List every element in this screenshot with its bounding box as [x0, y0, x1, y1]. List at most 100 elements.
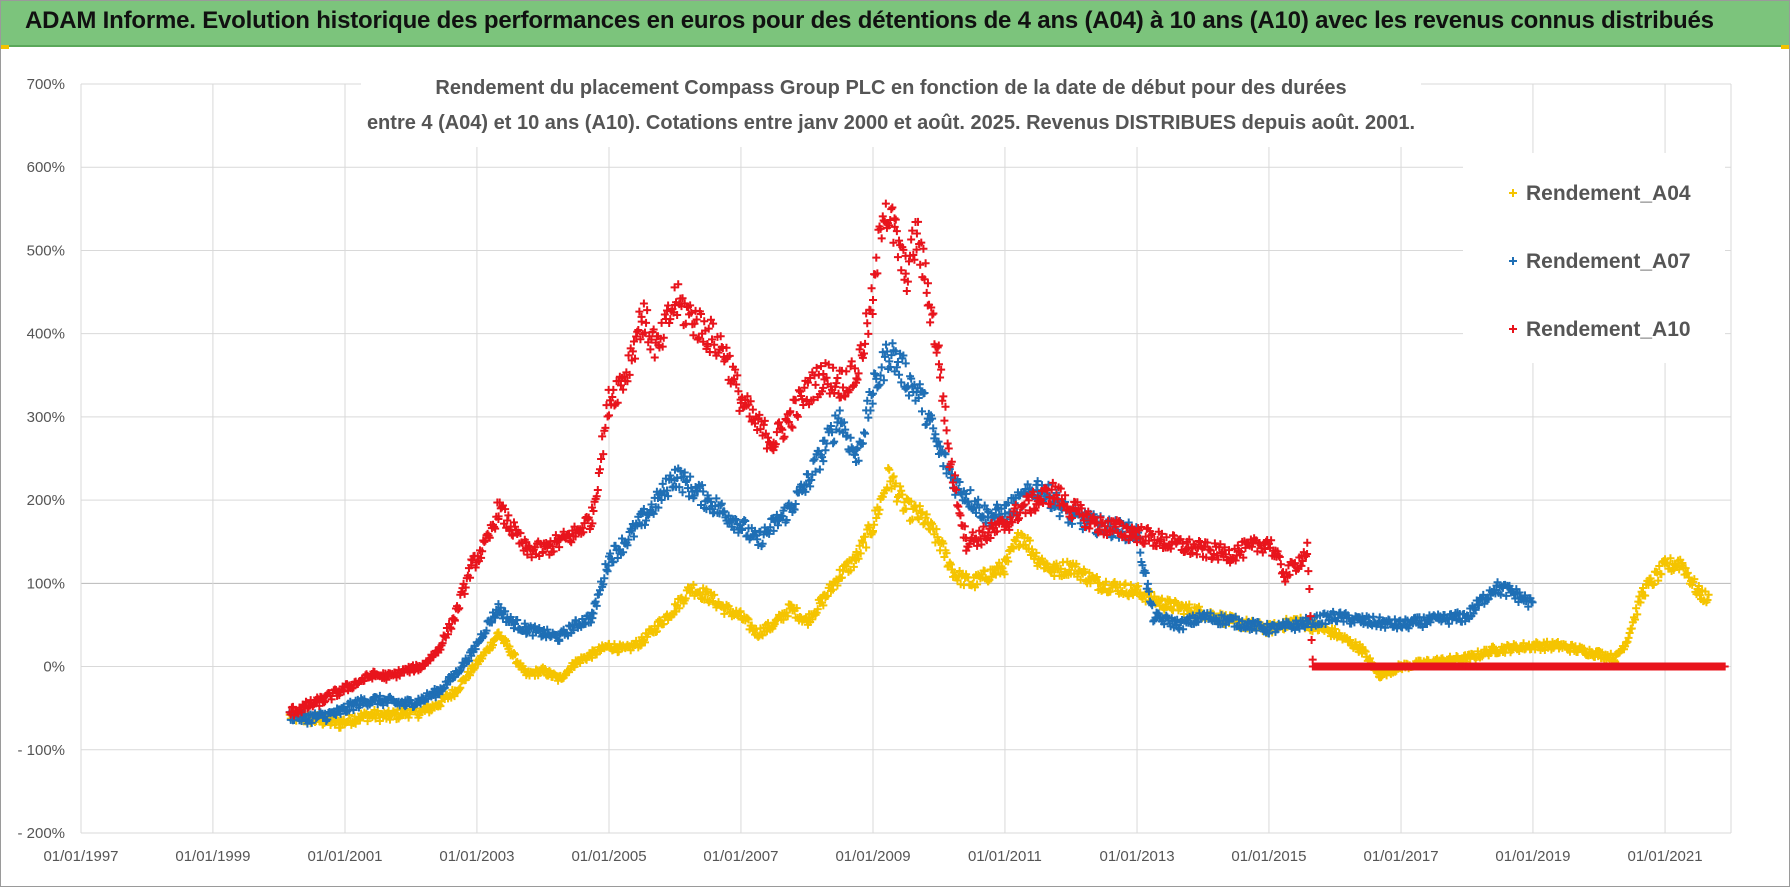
- data-point-Rendement_A10: [637, 317, 646, 326]
- data-point-Rendement_A04: [511, 650, 520, 659]
- data-point-Rendement_A10: [722, 343, 731, 352]
- data-point-Rendement_A04: [1052, 559, 1061, 568]
- data-point-Rendement_A07: [1148, 601, 1157, 610]
- data-point-Rendement_A10: [1307, 636, 1316, 645]
- data-point-Rendement_A10: [819, 383, 828, 392]
- data-point-Rendement_A10: [1005, 525, 1014, 534]
- data-point-Rendement_A10: [853, 375, 862, 384]
- data-point-Rendement_A10: [696, 309, 705, 318]
- data-point-Rendement_A10: [1304, 567, 1313, 576]
- data-point-Rendement_A07: [765, 529, 774, 538]
- data-point-Rendement_A10: [887, 205, 896, 214]
- data-point-Rendement_A10: [416, 665, 425, 674]
- data-point-Rendement_A04: [1624, 633, 1633, 642]
- data-point-Rendement_A07: [676, 466, 685, 475]
- data-point-Rendement_A07: [940, 449, 949, 458]
- data-point-Rendement_A04: [1631, 615, 1640, 624]
- data-point-Rendement_A07: [829, 439, 838, 448]
- data-point-Rendement_A07: [629, 532, 638, 541]
- data-point-Rendement_A10: [932, 348, 941, 357]
- data-point-Rendement_A10: [623, 377, 632, 386]
- data-point-Rendement_A07: [899, 351, 908, 360]
- data-point-Rendement_A07: [980, 501, 989, 510]
- data-point-Rendement_A04: [837, 573, 846, 582]
- data-point-Rendement_A04: [933, 533, 942, 542]
- x-tick-label: 01/01/2013: [1099, 848, 1174, 865]
- data-point-Rendement_A04: [884, 464, 893, 473]
- data-point-Rendement_A10: [914, 217, 923, 226]
- data-point-Rendement_A07: [841, 425, 850, 434]
- data-point-Rendement_A10: [822, 373, 831, 382]
- data-point-Rendement_A10: [960, 522, 969, 531]
- data-point-Rendement_A04: [1106, 587, 1115, 596]
- data-point-Rendement_A07: [698, 481, 707, 490]
- data-point-Rendement_A07: [649, 509, 658, 518]
- data-point-Rendement_A07: [868, 399, 877, 408]
- data-point-Rendement_A10: [1079, 516, 1088, 525]
- data-point-Rendement_A10: [687, 308, 696, 317]
- data-point-Rendement_A07: [1107, 533, 1116, 542]
- data-point-Rendement_A07: [826, 421, 835, 430]
- data-point-Rendement_A07: [655, 489, 664, 498]
- data-point-Rendement_A10: [937, 365, 946, 374]
- data-point-Rendement_A04: [695, 588, 704, 597]
- data-point-Rendement_A10: [941, 402, 950, 411]
- data-point-Rendement_A10: [897, 266, 906, 275]
- data-point-Rendement_A10: [929, 309, 938, 318]
- data-point-Rendement_A10: [1297, 561, 1306, 570]
- data-point-Rendement_A10: [888, 203, 897, 212]
- data-point-Rendement_A07: [917, 407, 926, 416]
- data-point-Rendement_A04: [1649, 580, 1658, 589]
- data-point-Rendement_A10: [1157, 529, 1166, 538]
- data-point-Rendement_A07: [322, 717, 331, 726]
- data-point-Rendement_A10: [657, 318, 666, 327]
- data-point-Rendement_A07: [880, 352, 889, 361]
- data-point-Rendement_A10: [904, 257, 913, 266]
- data-point-Rendement_A04: [1092, 572, 1101, 581]
- data-point-Rendement_A07: [964, 497, 973, 506]
- data-point-Rendement_A10: [1214, 555, 1223, 564]
- data-point-Rendement_A10: [938, 396, 947, 405]
- data-point-Rendement_A10: [811, 380, 820, 389]
- data-point-Rendement_A04: [869, 526, 878, 535]
- data-point-Rendement_A07: [1444, 619, 1453, 628]
- data-point-Rendement_A04: [494, 628, 503, 637]
- data-point-Rendement_A10: [1046, 500, 1055, 509]
- data-point-Rendement_A04: [545, 667, 554, 676]
- data-point-Rendement_A10: [761, 429, 770, 438]
- chart-title-background: [361, 63, 1421, 147]
- data-point-Rendement_A07: [876, 371, 885, 380]
- data-point-Rendement_A04: [901, 504, 910, 513]
- data-point-Rendement_A07: [569, 626, 578, 635]
- data-point-Rendement_A10: [854, 369, 863, 378]
- data-point-Rendement_A10: [708, 335, 717, 344]
- corner-accent-right: [1781, 45, 1789, 49]
- data-point-Rendement_A04: [861, 532, 870, 541]
- data-point-Rendement_A10: [800, 383, 809, 392]
- series-Rendement_A10: [285, 199, 1729, 720]
- data-point-Rendement_A10: [516, 529, 525, 538]
- data-point-Rendement_A07: [1381, 623, 1390, 632]
- data-point-Rendement_A10: [885, 221, 894, 230]
- data-point-Rendement_A10: [734, 387, 743, 396]
- data-point-Rendement_A07: [902, 383, 911, 392]
- data-point-Rendement_A10: [1237, 547, 1246, 556]
- data-point-Rendement_A07: [914, 394, 923, 403]
- data-point-Rendement_A07: [874, 381, 883, 390]
- data-point-Rendement_A07: [416, 699, 425, 708]
- data-point-Rendement_A10: [952, 485, 961, 494]
- data-point-Rendement_A07: [861, 429, 870, 438]
- data-point-Rendement_A10: [692, 315, 701, 324]
- data-point-Rendement_A10: [954, 502, 963, 511]
- data-point-Rendement_A04: [1654, 576, 1663, 585]
- data-point-Rendement_A07: [882, 340, 891, 349]
- data-point-Rendement_A07: [866, 406, 875, 415]
- data-point-Rendement_A10: [912, 245, 921, 254]
- data-point-Rendement_A04: [898, 490, 907, 499]
- data-point-Rendement_A04: [980, 567, 989, 576]
- data-point-Rendement_A07: [471, 645, 480, 654]
- data-point-Rendement_A10: [616, 381, 625, 390]
- data-point-Rendement_A10: [597, 455, 606, 464]
- data-point-Rendement_A10: [348, 684, 357, 693]
- data-point-Rendement_A04: [922, 510, 931, 519]
